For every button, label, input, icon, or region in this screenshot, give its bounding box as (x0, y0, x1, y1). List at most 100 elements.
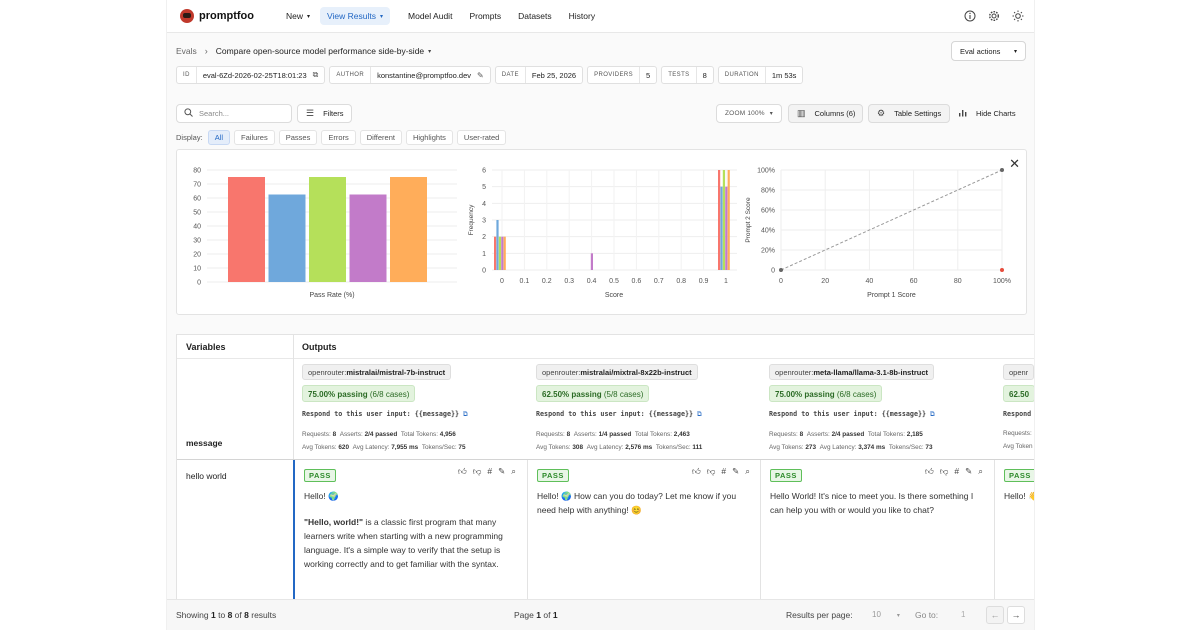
output-cell[interactable]: PASS Hello! 👋 (994, 460, 1034, 599)
scatter-point (1000, 168, 1004, 172)
nav-view-results[interactable]: View Results ▾ (320, 7, 391, 25)
thumbs-down-icon[interactable]: 👎︎ (472, 466, 482, 476)
nav-new[interactable]: New ▾ (279, 7, 317, 25)
close-icon[interactable]: ✕ (1009, 156, 1020, 171)
pass-badge: PASS (304, 469, 336, 482)
search-placeholder: Search... (199, 109, 230, 118)
x-tick-label: 0 (779, 278, 783, 285)
stats-line-2: Avg Token (1003, 440, 1034, 453)
output-cell[interactable]: PASS 👍︎ 👎︎ # ✎ ⌕ Hello! 🌍 "Hello, world!" is… (293, 460, 526, 599)
display-all[interactable]: All (207, 130, 231, 145)
display-passes[interactable]: Passes (278, 130, 318, 145)
sliders-icon: ☰ (306, 108, 315, 118)
nav-prompts[interactable]: Prompts (469, 11, 502, 21)
chevron-down-icon[interactable]: ▾ (428, 48, 432, 55)
y-tick-label: 2 (482, 234, 486, 241)
pencil-icon[interactable]: ✎ (732, 466, 740, 476)
breadcrumb: Evals › Compare open-source model perfor… (176, 46, 431, 56)
cell-actions: 👍︎ 👎︎ # ✎ ⌕ (919, 466, 983, 477)
provider-label[interactable]: openr (1003, 364, 1034, 380)
stat-value: 111 (692, 444, 703, 451)
meta-id-key: ID (177, 67, 197, 83)
thumbs-up-icon[interactable]: 👍︎ (691, 466, 701, 476)
bar-chart-icon (958, 108, 967, 119)
pass-rate-badge: 62.50 (1003, 385, 1034, 402)
columns-button[interactable]: ▥ Columns (6) (788, 104, 863, 123)
thumbs-down-icon[interactable]: 👎︎ (939, 466, 949, 476)
thumbs-down-icon[interactable]: 👎︎ (706, 466, 716, 476)
nav-model-audit[interactable]: Model Audit (408, 11, 453, 21)
search-icon[interactable]: ⌕ (978, 466, 983, 476)
prompt-text: Respond (1003, 410, 1034, 418)
y-tick-label: 80% (761, 188, 775, 195)
stat-value: 273 (805, 444, 817, 451)
eval-actions-button[interactable]: Eval actions ▾ (951, 41, 1026, 61)
stat-value: 2/4 passed (364, 431, 398, 438)
y-tick-label: 100% (757, 168, 775, 175)
nav-datasets[interactable]: Datasets (518, 11, 552, 21)
results-per-page-select[interactable]: 10 ▾ (872, 610, 900, 619)
zoom-select[interactable]: ZOOM 100% ▾ (716, 104, 782, 123)
display-failures[interactable]: Failures (234, 130, 275, 145)
breadcrumb-evals[interactable]: Evals (176, 46, 197, 56)
display-filter: Display: All Failures Passes Errors Diff… (176, 130, 510, 145)
y-tick-label: 20% (761, 248, 775, 255)
table-settings-button[interactable]: ⚙ Table Settings (868, 104, 950, 123)
breadcrumb-current-eval[interactable]: Compare open-source model performance si… (215, 46, 425, 56)
external-link-icon[interactable]: ⧉ (463, 411, 468, 418)
provider-model: meta-llama/llama-3.1-8b-instruct (813, 368, 928, 377)
filters-button[interactable]: ☰ Filters (297, 104, 352, 123)
prompt-template: Respond to this user input: {{message}} (536, 410, 694, 418)
thumbs-up-icon[interactable]: 👍︎ (457, 466, 467, 476)
thumbs-up-icon[interactable]: 👍︎ (924, 466, 934, 476)
external-link-icon[interactable]: ⧉ (697, 411, 702, 418)
search-icon[interactable]: ⌕ (511, 466, 516, 476)
gear-icon[interactable] (987, 9, 1000, 22)
display-different[interactable]: Different (359, 130, 402, 145)
hash-icon[interactable]: # (954, 466, 960, 476)
next-page-button[interactable]: → (1007, 606, 1025, 624)
x-axis-label: Score (605, 292, 623, 299)
results-per-page-value: 10 (872, 610, 881, 619)
output-paragraph: Hello World! It's nice to meet you. Is t… (770, 491, 974, 515)
columns-label: Columns (6) (814, 109, 856, 118)
hash-icon[interactable]: # (487, 466, 493, 476)
copy-icon[interactable]: ⧉ (312, 70, 319, 79)
stat-label: Avg Tokens: (769, 444, 804, 451)
showing-of-word: of (234, 610, 242, 620)
pencil-icon[interactable]: ✎ (965, 466, 973, 476)
brand[interactable]: promptfoo (180, 9, 254, 23)
y-axis-label: Prompt 2 Score (745, 197, 752, 243)
meta-duration-key: DURATION (719, 67, 766, 83)
pass-rate-bar (309, 177, 346, 282)
goto-page-input[interactable]: 1 (961, 610, 966, 619)
stat-label: Avg Tokens: (536, 444, 571, 451)
prev-page-button[interactable]: ← (986, 606, 1004, 624)
info-icon[interactable] (963, 9, 976, 22)
display-highlights[interactable]: Highlights (405, 130, 453, 145)
provider-model: mistralai/mistral-7b-instruct (346, 368, 446, 377)
external-link-icon[interactable]: ⧉ (930, 411, 935, 418)
hide-charts-button[interactable]: Hide Charts (958, 104, 1016, 123)
provider-label[interactable]: openrouter:meta-llama/llama-3.1-8b-instr… (769, 364, 934, 380)
output-cell[interactable]: PASS 👍︎ 👎︎ # ✎ ⌕ Hello! 🌍 How can you do tod… (527, 460, 760, 599)
display-user-rated[interactable]: User-rated (456, 130, 507, 145)
pencil-icon[interactable]: ✎ (477, 70, 484, 80)
output-column-header: openrouter:mistralai/mixtral-8x22b-instr… (536, 364, 758, 454)
sun-icon[interactable] (1011, 9, 1024, 22)
chevron-down-icon: ▾ (307, 13, 311, 20)
hash-icon[interactable]: # (721, 466, 727, 476)
output-cell[interactable]: PASS 👍︎ 👎︎ # ✎ ⌕ Hello World! It's nice to m… (760, 460, 993, 599)
provider-label[interactable]: openrouter:mistralai/mixtral-8x22b-instr… (536, 364, 698, 380)
pencil-icon[interactable]: ✎ (498, 466, 506, 476)
provider-label[interactable]: openrouter:mistralai/mistral-7b-instruct (302, 364, 452, 380)
x-tick-label: 0.1 (520, 278, 530, 285)
search-input[interactable]: Search... (176, 104, 292, 123)
display-errors[interactable]: Errors (321, 130, 356, 145)
outputs-header: Outputs (302, 342, 337, 352)
meta-tests-key: TESTS (662, 67, 697, 83)
search-icon[interactable]: ⌕ (745, 466, 750, 476)
nav-history[interactable]: History (568, 11, 596, 21)
histogram-bar (498, 236, 501, 270)
output-paragraph: Hello! 🌍 How can you do today? Let me kn… (537, 491, 737, 515)
